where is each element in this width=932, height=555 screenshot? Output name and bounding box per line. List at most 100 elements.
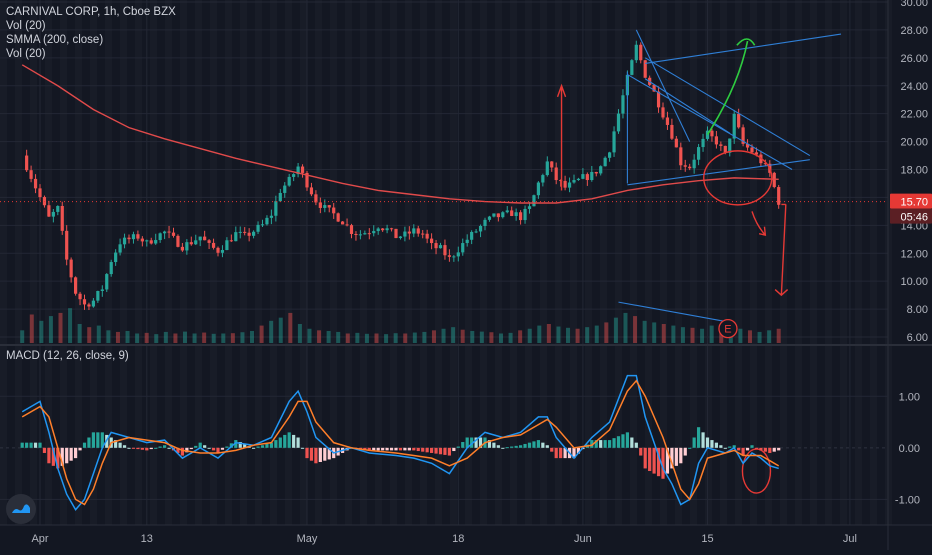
volume-bar — [767, 330, 772, 343]
candle — [514, 208, 518, 221]
candle — [198, 236, 202, 247]
candle — [523, 205, 527, 224]
histogram-bar — [65, 447, 69, 464]
candle-body — [354, 233, 358, 235]
candle — [38, 184, 42, 202]
histogram-bar — [688, 447, 692, 449]
bg-stripe — [75, 0, 82, 525]
bg-stripe — [435, 0, 442, 525]
candle — [283, 182, 287, 198]
candle — [688, 163, 692, 171]
time-tick-label: 15 — [701, 533, 713, 545]
time-tick-label: 13 — [141, 533, 153, 545]
candle-body — [745, 143, 750, 148]
candle — [443, 239, 447, 260]
volume-bar — [297, 324, 302, 343]
candle — [554, 162, 558, 185]
candle — [772, 171, 776, 189]
candle-body — [47, 205, 51, 217]
candle-body — [332, 207, 336, 214]
candle — [661, 102, 665, 120]
volume-bar — [652, 322, 657, 343]
candle-body — [741, 127, 745, 144]
candle-body — [670, 124, 674, 139]
volume-bar — [508, 332, 513, 343]
bg-stripe — [255, 0, 262, 525]
histogram-bar — [38, 442, 42, 448]
volume-bar — [278, 317, 283, 343]
candle-body — [60, 206, 64, 231]
histogram-bar — [519, 445, 523, 448]
candle-body — [29, 170, 33, 179]
histogram-bar — [777, 447, 781, 451]
histogram-bar — [576, 447, 581, 454]
candle — [567, 177, 572, 193]
candle-body — [38, 188, 42, 198]
time-tick-label: 18 — [452, 533, 464, 545]
histogram-bar — [701, 432, 705, 448]
volume-bar — [470, 330, 475, 343]
volume-bar — [661, 324, 666, 343]
tradingview-logo-icon[interactable] — [6, 494, 36, 524]
candle-body — [688, 166, 692, 169]
candle — [185, 239, 189, 255]
candle-body — [452, 256, 456, 258]
candle-body — [572, 180, 576, 183]
candle-body — [714, 136, 718, 145]
histogram-bar — [665, 447, 670, 474]
macd-legend[interactable]: MACD (12, 26, close, 9) — [6, 350, 129, 362]
candle-body — [314, 194, 318, 203]
candle-body — [265, 217, 269, 225]
candle — [354, 231, 358, 241]
bg-stripe — [405, 0, 412, 525]
candle — [697, 143, 701, 166]
macd-tick-label: 1.00 — [899, 391, 920, 403]
histogram-bar — [256, 446, 260, 448]
price-tick-label: 22.00 — [900, 109, 928, 121]
bg-stripe — [690, 0, 697, 525]
candle — [189, 236, 193, 246]
candle — [274, 195, 278, 222]
candle — [78, 291, 82, 306]
circle-annotation-macd — [741, 448, 772, 494]
candle-body — [652, 84, 656, 92]
indicator-smma[interactable]: SMMA (200, close) — [6, 34, 104, 46]
candle — [505, 206, 509, 214]
bg-stripe — [345, 0, 352, 525]
candle-body — [732, 113, 736, 139]
candle — [69, 257, 73, 283]
volume-bar — [48, 316, 53, 343]
histogram-bar — [438, 447, 443, 455]
histogram-bar — [412, 447, 416, 451]
histogram-bar — [283, 434, 287, 448]
bg-stripe — [450, 0, 457, 525]
indicator-vol-1[interactable]: Vol (20) — [6, 20, 46, 32]
histogram-bar — [74, 447, 78, 459]
histogram-bar — [496, 445, 500, 448]
candle — [358, 230, 362, 240]
histogram-bar — [714, 442, 718, 448]
bg-stripe — [375, 0, 382, 525]
bg-stripe — [60, 0, 67, 525]
symbol-title[interactable]: CARNIVAL CORP, 1h, Cboe BZX — [6, 6, 176, 18]
candle-body — [621, 95, 625, 114]
histogram-bar — [211, 447, 216, 451]
candle — [407, 226, 411, 240]
candle — [474, 228, 478, 234]
histogram-bar — [292, 434, 296, 448]
candle-body — [701, 138, 705, 148]
candle — [745, 139, 750, 151]
candle-body — [630, 60, 634, 75]
histogram-bar — [158, 446, 162, 448]
indicator-vol-2[interactable]: Vol (20) — [6, 48, 46, 60]
histogram-bar — [523, 443, 527, 448]
candle — [292, 173, 296, 182]
candle-body — [661, 107, 665, 118]
volume-bar — [623, 312, 628, 343]
candle-body — [349, 225, 354, 234]
candle-body — [225, 240, 229, 251]
candle — [737, 108, 741, 129]
candle-body — [590, 171, 594, 181]
volume-bar — [460, 329, 465, 343]
